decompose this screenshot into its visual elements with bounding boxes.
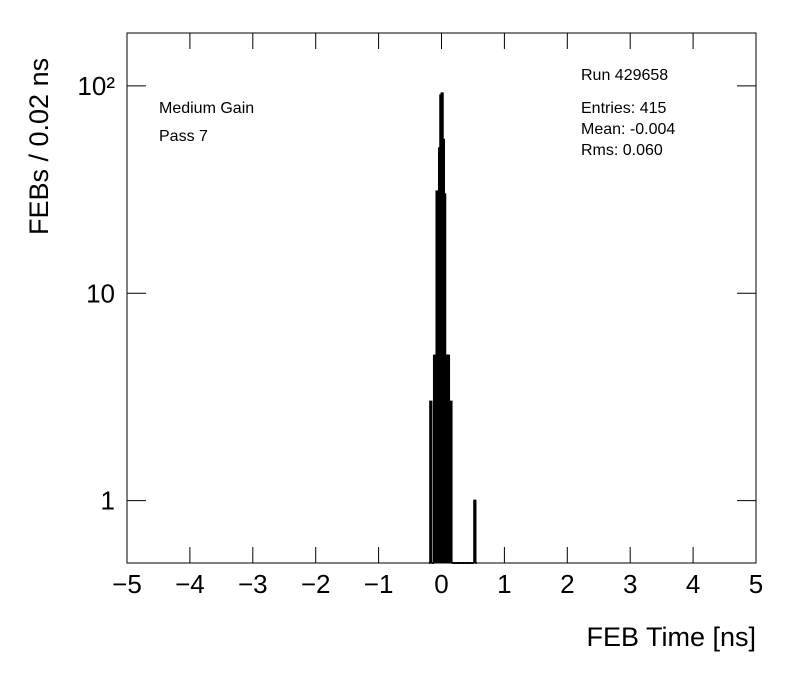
y-tick-label: 1 (101, 486, 115, 516)
x-tick-label: −5 (112, 569, 142, 599)
annotation: Pass 7 (159, 128, 208, 145)
x-tick-label: 1 (497, 569, 511, 599)
x-tick-label: 2 (560, 569, 574, 599)
annotation: Entries: 415 (581, 100, 666, 117)
histogram-bin (429, 400, 433, 563)
annotation: Medium Gain (159, 100, 254, 117)
annotation: Mean: -0.004 (581, 121, 675, 138)
x-tick-label: −1 (364, 569, 394, 599)
annotation: Rms: 0.060 (581, 142, 663, 159)
x-tick-label: −4 (175, 569, 205, 599)
histogram-bin (473, 499, 477, 563)
x-axis-title: FEB Time [ns] (586, 622, 756, 652)
histogram-bin (449, 400, 453, 563)
x-tick-label: 5 (749, 569, 763, 599)
x-tick-label: 0 (434, 569, 448, 599)
x-tick-label: 4 (686, 569, 700, 599)
x-tick-label: 3 (623, 569, 637, 599)
x-tick-label: −3 (238, 569, 268, 599)
annotation: Run 429658 (581, 67, 668, 84)
x-tick-label: −2 (301, 569, 331, 599)
y-tick-label: 10 (86, 278, 115, 308)
y-axis-title: FEBs / 0.02 ns (24, 58, 54, 235)
y-tick-label: 10² (77, 71, 115, 101)
